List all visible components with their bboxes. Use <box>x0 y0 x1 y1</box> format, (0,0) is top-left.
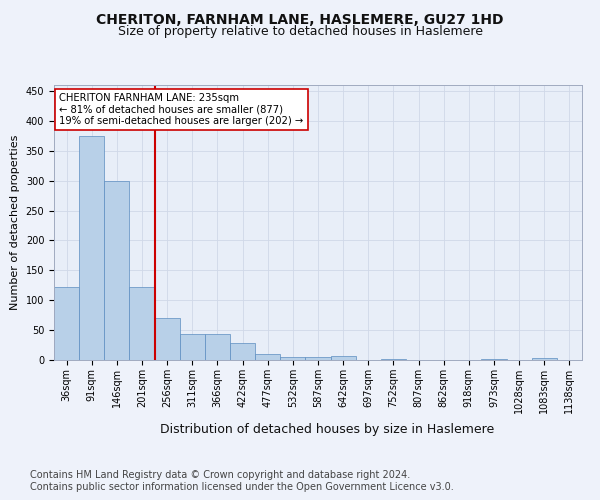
Text: CHERITON, FARNHAM LANE, HASLEMERE, GU27 1HD: CHERITON, FARNHAM LANE, HASLEMERE, GU27 … <box>96 12 504 26</box>
Bar <box>381 359 406 360</box>
Text: Distribution of detached houses by size in Haslemere: Distribution of detached houses by size … <box>160 422 494 436</box>
Y-axis label: Number of detached properties: Number of detached properties <box>10 135 20 310</box>
Text: Contains HM Land Registry data © Crown copyright and database right 2024.
Contai: Contains HM Land Registry data © Crown c… <box>30 470 454 492</box>
Bar <box>305 357 331 360</box>
Bar <box>280 357 305 360</box>
Bar <box>331 356 356 360</box>
Bar <box>180 334 205 360</box>
Bar <box>155 318 180 360</box>
Bar <box>79 136 104 360</box>
Bar <box>532 358 557 360</box>
Bar <box>130 287 155 360</box>
Bar <box>255 354 280 360</box>
Text: CHERITON FARNHAM LANE: 235sqm
← 81% of detached houses are smaller (877)
19% of : CHERITON FARNHAM LANE: 235sqm ← 81% of d… <box>59 93 304 126</box>
Bar <box>104 180 130 360</box>
Bar <box>230 344 255 360</box>
Text: Size of property relative to detached houses in Haslemere: Size of property relative to detached ho… <box>118 25 482 38</box>
Bar <box>205 334 230 360</box>
Bar <box>54 287 79 360</box>
